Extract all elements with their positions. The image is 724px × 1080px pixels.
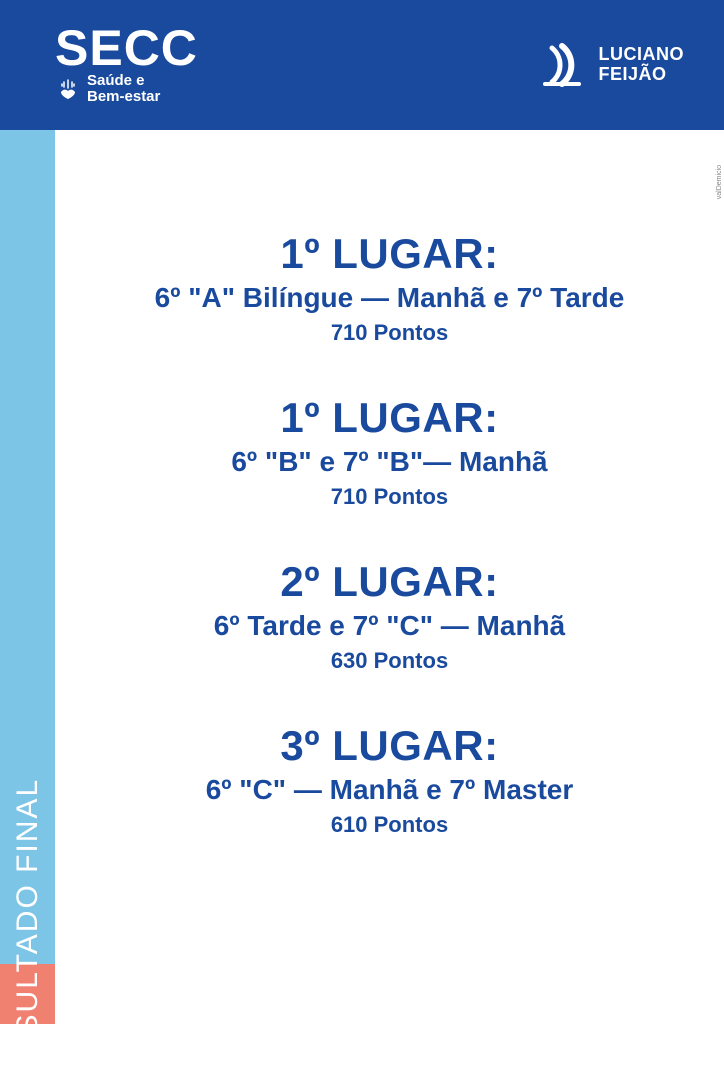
- sponsor-line1: Luciano: [599, 45, 685, 65]
- place-label: 1º LUGAR:: [231, 394, 547, 442]
- result-entry: 1º LUGAR: 6º "A" Bilíngue — Manhã e 7º T…: [155, 230, 625, 346]
- place-points: 610 Pontos: [206, 812, 574, 838]
- logo-sub-line2: Bem-estar: [87, 89, 160, 105]
- logo-sub: Saúde e Bem-estar: [55, 73, 198, 105]
- logo-sub-text: Saúde e Bem-estar: [87, 73, 160, 105]
- sponsor-line2: Feijão: [599, 65, 685, 85]
- sidebar-label: RESULTADO FINAL: [11, 778, 45, 1080]
- results-content: 1º LUGAR: 6º "A" Bilíngue — Manhã e 7º T…: [55, 130, 724, 1024]
- place-label: 1º LUGAR:: [155, 230, 625, 278]
- place-desc: 6º "A" Bilíngue — Manhã e 7º Tarde: [155, 282, 625, 314]
- place-points: 710 Pontos: [231, 484, 547, 510]
- header: SECC Saúde e Bem-estar Luciano F: [0, 0, 724, 130]
- place-points: 710 Pontos: [155, 320, 625, 346]
- place-label: 3º LUGAR:: [206, 722, 574, 770]
- sidebar-blue: RESULTADO FINAL: [0, 130, 55, 964]
- sponsor-icon: [537, 40, 587, 90]
- place-points: 630 Pontos: [214, 648, 565, 674]
- sidebar: RESULTADO FINAL: [0, 130, 55, 1024]
- wellness-icon: [55, 76, 81, 102]
- sponsor-text: Luciano Feijão: [599, 45, 685, 85]
- place-desc: 6º Tarde e 7º "C" — Manhã: [214, 610, 565, 642]
- logo-secc-block: SECC Saúde e Bem-estar: [55, 26, 198, 105]
- result-entry: 1º LUGAR: 6º "B" e 7º "B"— Manhã 710 Pon…: [231, 394, 547, 510]
- place-label: 2º LUGAR:: [214, 558, 565, 606]
- logo-sub-line1: Saúde e: [87, 73, 160, 89]
- logo-secc-text: SECC: [55, 26, 198, 71]
- watermark: valDemicio: [716, 165, 723, 199]
- sponsor-logo: Luciano Feijão: [537, 40, 685, 90]
- place-desc: 6º "C" — Manhã e 7º Master: [206, 774, 574, 806]
- result-entry: 3º LUGAR: 6º "C" — Manhã e 7º Master 610…: [206, 722, 574, 838]
- result-entry: 2º LUGAR: 6º Tarde e 7º "C" — Manhã 630 …: [214, 558, 565, 674]
- place-desc: 6º "B" e 7º "B"— Manhã: [231, 446, 547, 478]
